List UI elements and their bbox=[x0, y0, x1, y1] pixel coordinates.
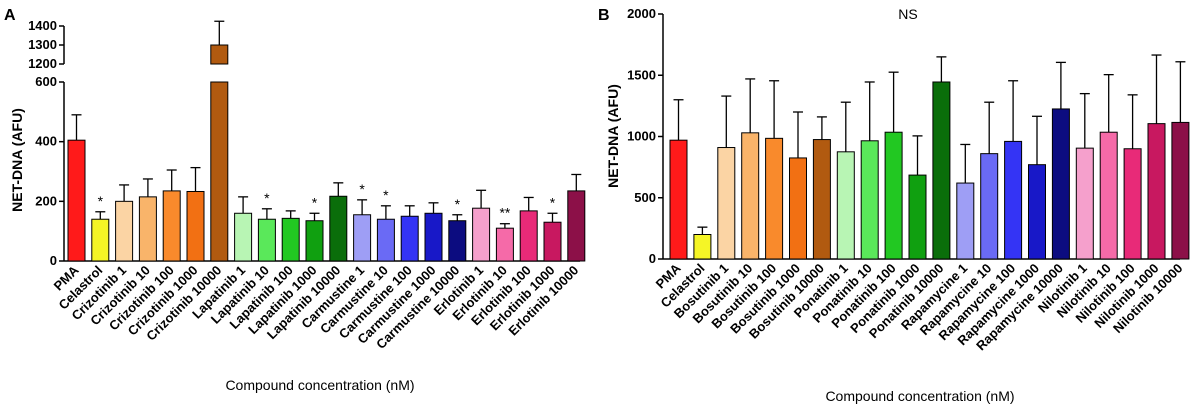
panel-a-bar-crizotinib-100 bbox=[162, 190, 181, 262]
panel-a-bar-crizotinib-1 bbox=[115, 200, 134, 262]
panel-b-bar-bosutinib-100 bbox=[765, 137, 784, 260]
panel-a: A NET-DNA (AFU) Compound concentration (… bbox=[4, 7, 586, 393]
panel-a-ytick-label-1400: 1400 bbox=[28, 18, 57, 33]
panel-b-bar-rapamycine-100 bbox=[1004, 140, 1023, 260]
panel-a-bar-crizotinib-10 bbox=[138, 196, 157, 262]
panel-a-label: A bbox=[4, 7, 16, 24]
panel-b-bar-celastrol bbox=[693, 234, 712, 260]
panel-a-bar-crizotinib-1000 bbox=[186, 190, 205, 262]
panel-b-bar-rapamycine-10000 bbox=[1051, 108, 1070, 260]
panel-b-bar-ponatinib-1 bbox=[836, 151, 855, 260]
panel-a-bar-crizotinib-10000 bbox=[210, 81, 229, 262]
panel-b-ytick-label-2000: 2000 bbox=[627, 6, 656, 21]
panel-b-ytick-label-1500: 1500 bbox=[627, 67, 656, 82]
panel-a-bar-erlotinib-1 bbox=[472, 207, 491, 262]
panel-b-bar-ponatinib-100 bbox=[884, 131, 903, 260]
panel-a-significance-celastrol: * bbox=[98, 193, 104, 209]
panel-b-bar-bosutinib-10000 bbox=[812, 139, 831, 260]
panel-a-bar-erlotinib-10000 bbox=[567, 190, 586, 262]
panel-a-bar-carmustine-1000 bbox=[424, 212, 443, 262]
panel-b-bar-bosutinib-10 bbox=[741, 132, 760, 260]
panel-a-bar-upper-crizotinib-10000 bbox=[210, 44, 229, 65]
panel-a-ytick-label-200: 200 bbox=[35, 193, 57, 208]
panel-b-bar-rapamycine-1000 bbox=[1028, 164, 1046, 260]
panel-a-significance-carmustine-10: * bbox=[383, 187, 389, 203]
panel-a-ytick-label-1200: 1200 bbox=[28, 56, 57, 71]
panel-a-bar-lapatinib-10000 bbox=[329, 195, 348, 262]
panel-a-bar-lapatinib-10 bbox=[257, 218, 276, 262]
panel-a-ytick-label-400: 400 bbox=[35, 134, 57, 149]
panel-a-bar-lapatinib-100 bbox=[281, 217, 300, 262]
panel-a-ylabel: NET-DNA (AFU) bbox=[9, 108, 25, 212]
panel-b-ytick-label-1000: 1000 bbox=[627, 129, 656, 144]
panel-a-bar-erlotinib-10 bbox=[495, 227, 514, 262]
panel-b-bar-ponatinib-1000 bbox=[908, 174, 927, 260]
panel-b-bar-nilotinib-1000 bbox=[1147, 123, 1166, 260]
panel-b-ytick-label-500: 500 bbox=[634, 190, 656, 205]
panel-a-bars: 0200400600120013001400PMA*CelastrolCrizo… bbox=[28, 18, 586, 352]
panel-a-bar-erlotinib-1000 bbox=[543, 221, 562, 262]
panel-a-bar-pma bbox=[67, 139, 86, 262]
panel-a-significance-carmustine-10000: * bbox=[455, 196, 461, 212]
panel-a-significance-erlotinib-1000: * bbox=[550, 194, 556, 210]
panel-a-bar-lapatinib-1 bbox=[234, 212, 253, 262]
panel-b-bar-rapamycine-10 bbox=[980, 153, 999, 260]
panel-a-bar-lapatinib-1000 bbox=[305, 220, 324, 262]
panel-b-bar-ponatinib-10 bbox=[860, 140, 879, 260]
panel-a-xlabel: Compound concentration (nM) bbox=[225, 377, 414, 393]
panel-b-bar-nilotinib-100 bbox=[1123, 148, 1142, 260]
panel-b-label: B bbox=[598, 7, 610, 24]
panel-b-bar-nilotinib-1 bbox=[1075, 147, 1094, 260]
panel-a-bar-carmustine-10 bbox=[376, 218, 395, 262]
panel-b-bar-nilotinib-10000 bbox=[1171, 121, 1190, 260]
panel-a-ytick-label-600: 600 bbox=[35, 74, 57, 89]
panel-b-bar-bosutinib-1000 bbox=[789, 157, 807, 260]
panel-b: B NS NET-DNA (AFU) Compound concentratio… bbox=[598, 6, 1190, 404]
panel-a-significance-erlotinib-10: ** bbox=[499, 205, 510, 221]
panel-a-bar-erlotinib-100 bbox=[519, 210, 538, 262]
panel-a-bar-carmustine-10000 bbox=[448, 220, 467, 262]
panel-b-ylabel: NET-DNA (AFU) bbox=[605, 84, 621, 188]
panel-a-significance-lapatinib-1000: * bbox=[312, 194, 318, 210]
panel-b-bar-rapamycine-1 bbox=[956, 182, 975, 260]
panel-a-ytick-label-1300: 1300 bbox=[28, 37, 57, 52]
panel-b-bar-ponatinib-10000 bbox=[932, 81, 951, 260]
panel-a-ytick-label-0: 0 bbox=[50, 253, 57, 268]
panel-b-title: NS bbox=[898, 6, 917, 22]
panel-b-bar-pma bbox=[669, 139, 688, 260]
panel-b-ytick-label-0: 0 bbox=[649, 251, 656, 266]
panel-a-bar-celastrol bbox=[91, 218, 110, 262]
panel-a-significance-carmustine-1: * bbox=[359, 181, 365, 197]
panel-b-bar-nilotinib-10 bbox=[1099, 131, 1118, 260]
panel-b-xlabel: Compound concentration (nM) bbox=[825, 388, 1014, 404]
panel-a-significance-lapatinib-10: * bbox=[264, 190, 270, 206]
panel-a-bar-carmustine-100 bbox=[400, 215, 419, 262]
panel-a-bar-carmustine-1 bbox=[353, 214, 372, 262]
panel-b-bar-bosutinib-1 bbox=[717, 147, 736, 260]
